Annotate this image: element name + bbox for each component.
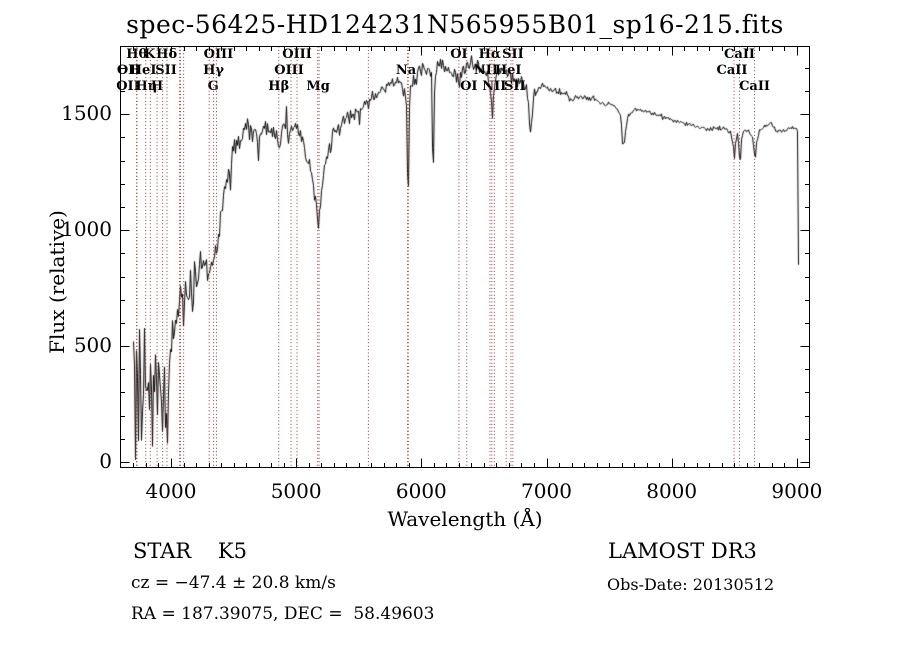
x-tick-label: 6000 xyxy=(395,479,447,503)
spectral-line-label: SII xyxy=(155,63,177,78)
spectral-line-label: HeI xyxy=(494,63,522,78)
spectral-line-label: NII xyxy=(482,79,507,94)
spectral-line-label: HeI xyxy=(129,63,157,78)
spectral-line-label: CaII xyxy=(724,47,755,62)
y-axis-label: Flux (relative) xyxy=(45,210,69,354)
spectral-line-label: OII xyxy=(116,63,141,78)
spectral-line-label: OI xyxy=(460,79,478,94)
x-tick-label: 4000 xyxy=(145,479,197,503)
x-tick-label: 5000 xyxy=(270,479,322,503)
x-tick-label: 9000 xyxy=(771,479,823,503)
x-tick-label: 8000 xyxy=(646,479,698,503)
cz-value: cz = −47.4 ± 20.8 km/s xyxy=(131,573,336,593)
spectral-line-label: Mg xyxy=(306,79,330,94)
spectral-line-label: NII xyxy=(473,63,498,78)
spectral-line-label: CaII xyxy=(716,63,748,78)
spectral-line-label: Hη xyxy=(135,79,158,94)
x-tick-label: 7000 xyxy=(521,479,572,503)
spectral-line-label: OIII xyxy=(282,47,312,62)
spectral-line-label: OIII xyxy=(203,47,234,62)
y-tick-label: 1000 xyxy=(61,217,112,242)
spectral-line-label: Hδ xyxy=(156,47,178,62)
y-tick-label: 0 xyxy=(99,449,112,473)
spectral-line-label: Na xyxy=(395,63,417,78)
spectral-line-label: Hθ xyxy=(126,47,148,62)
object-class-label: STAR K5 xyxy=(133,539,247,563)
x-axis-label: Wavelength (Å) xyxy=(387,507,543,531)
spectral-line-label: G xyxy=(207,79,219,94)
spectral-line-label: Hγ xyxy=(203,63,224,78)
spectral-line-label: SII xyxy=(504,79,526,94)
survey-label: LAMOST DR3 xyxy=(608,539,757,563)
spectral-line-label: SII xyxy=(502,47,524,62)
y-tick-label: 500 xyxy=(73,333,112,358)
y-tick-label: 1500 xyxy=(61,101,112,126)
spectral-line-label: Hβ xyxy=(268,79,290,94)
spectral-line-label: Hα xyxy=(478,47,501,62)
spectral-line-label: OIII xyxy=(274,63,304,78)
figure-title: spec-56425-HD124231N565955B01_sp16-215.f… xyxy=(126,10,784,39)
spectral-line-label: H xyxy=(150,79,164,94)
spectral-line-label: CaII xyxy=(739,79,770,94)
spectral-line-label: OI xyxy=(450,47,468,62)
spectral-line-label: OII xyxy=(116,79,140,94)
ra-dec-value: RA = 187.39075, DEC = 58.49603 xyxy=(131,604,435,624)
obs-date: Obs-Date: 20130512 xyxy=(607,575,775,594)
spectral-line-label: K xyxy=(143,47,156,62)
